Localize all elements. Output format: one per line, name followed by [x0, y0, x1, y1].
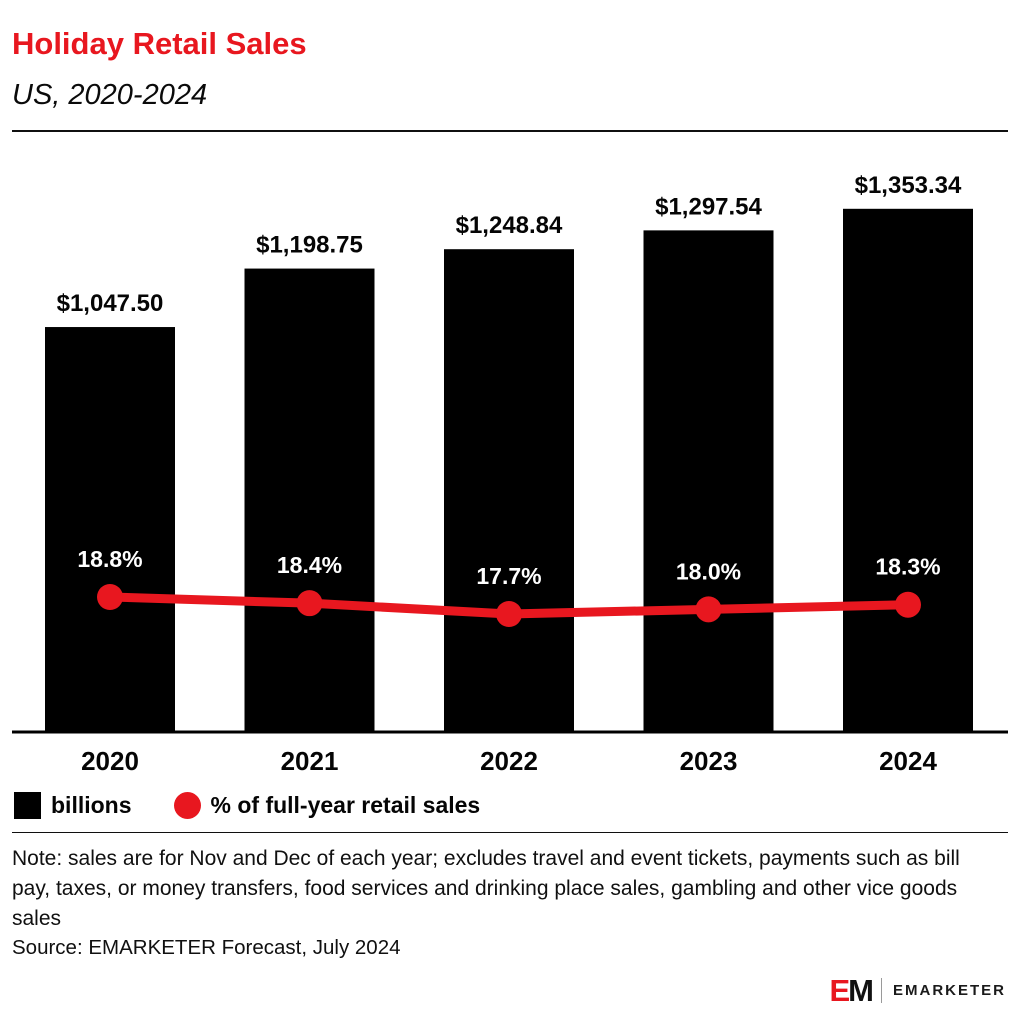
bar-legend-label: billions [51, 792, 132, 818]
bar-legend-swatch [14, 792, 41, 819]
bar-value-label: $1,353.34 [855, 172, 962, 199]
logo-monogram-m: M [848, 973, 874, 1008]
logo: EM EMARKETER [829, 975, 1006, 1006]
logo-monogram: EM [829, 973, 874, 1008]
bar-value-label: $1,297.54 [655, 193, 762, 220]
chart-subtitle: US, 2020-2024 [12, 79, 208, 111]
x-axis-label: 2021 [281, 746, 339, 776]
pct-label: 18.0% [676, 558, 741, 584]
legend-divider [12, 832, 1008, 833]
x-axis-label: 2020 [81, 746, 139, 776]
pct-label: 18.8% [77, 546, 142, 572]
x-axis-label: 2023 [680, 746, 738, 776]
pct-label: 17.7% [476, 563, 541, 589]
logo-monogram-e: E [829, 973, 850, 1008]
bar-value-label: $1,047.50 [57, 290, 164, 317]
pct-line-point [695, 596, 722, 623]
header-divider [12, 130, 1008, 132]
pct-line-point [496, 601, 522, 627]
pct-line-point [97, 584, 123, 610]
pct-line-point [296, 590, 323, 617]
pct-label: 18.4% [277, 552, 342, 578]
line-legend-swatch [173, 792, 201, 819]
bar-value-label: $1,248.84 [456, 212, 563, 239]
note-text: Note: sales are for Nov and Dec of each … [12, 847, 960, 930]
x-axis-label: 2022 [480, 746, 538, 776]
bar-2022 [444, 249, 574, 732]
bar-line-chart: $1,047.50 2020 $1,198.75 2021 $1,248.84 2022 $… [12, 172, 1008, 776]
bar-2023 [643, 230, 774, 732]
line-legend-label: % of full-year retail sales [210, 792, 481, 818]
pct-line-point [895, 591, 921, 618]
bar-value-label: $1,198.75 [256, 232, 363, 259]
bar-2021 [244, 268, 375, 732]
logo-wordmark: EMARKETER [892, 982, 1006, 999]
bar-2024 [843, 208, 973, 733]
legend: billions % of full-year retail sales [14, 792, 1020, 819]
logo-divider [880, 978, 882, 1003]
x-axis-label: 2024 [879, 746, 937, 776]
bar-2020 [45, 327, 175, 732]
chart-title: Holiday Retail Sales [12, 26, 307, 61]
source-text: Source: EMARKETER Forecast, July 2024 [12, 936, 401, 960]
pct-label: 18.3% [875, 554, 940, 580]
